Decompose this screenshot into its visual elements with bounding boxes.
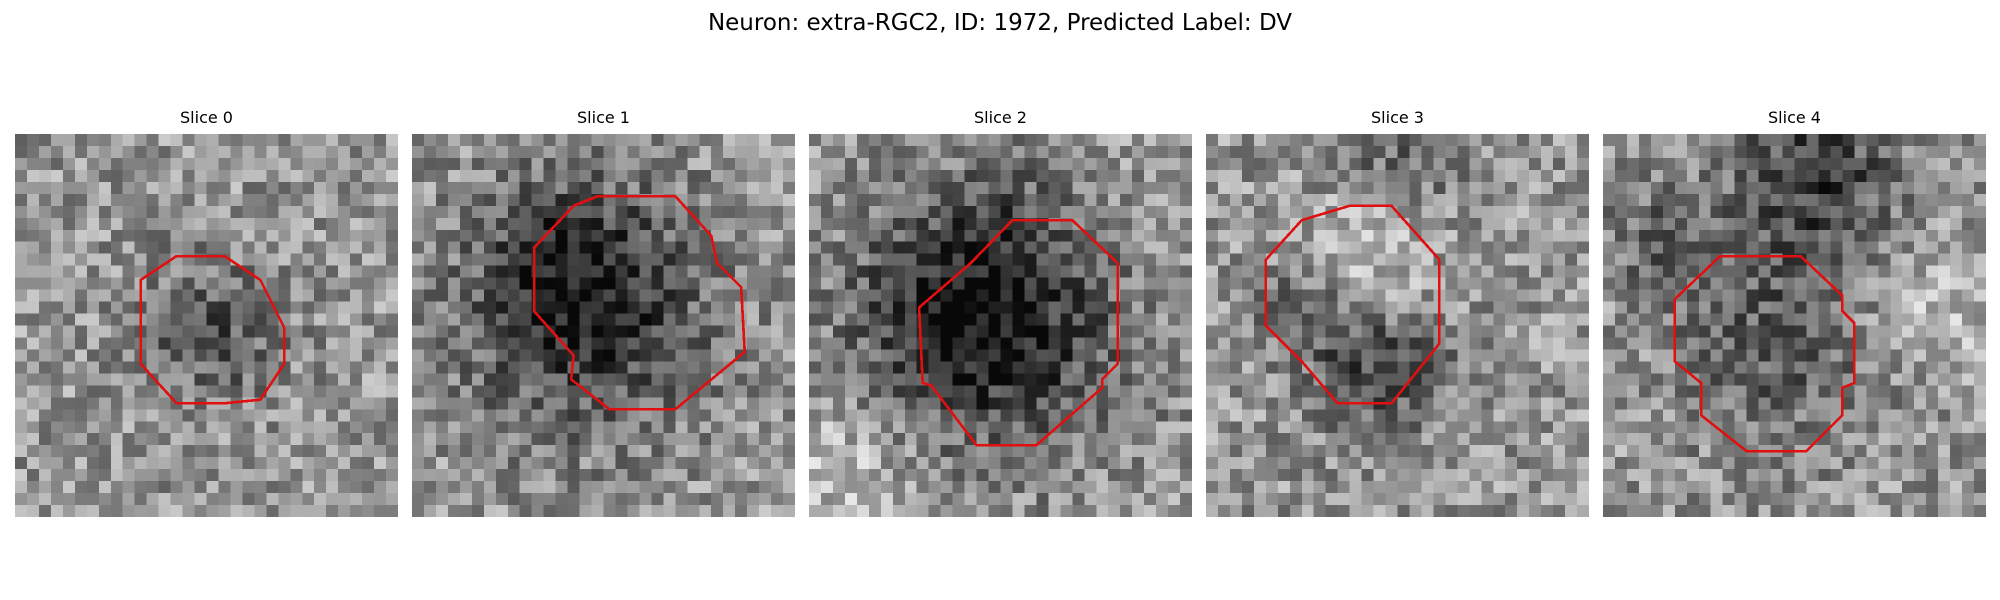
slice-pixels-3 [1206, 134, 1589, 517]
slice-pixels-1 [412, 134, 795, 517]
slice-pixels-4 [1603, 134, 1986, 517]
cell-outline-3 [1264, 204, 1441, 405]
slice-image-1 [412, 134, 795, 517]
slice-image-2 [809, 134, 1192, 517]
slice-title-1: Slice 1 [577, 108, 630, 127]
slice-panel-4: Slice 4 [1603, 108, 1986, 517]
slice-title-0: Slice 0 [180, 108, 233, 127]
slice-image-3 [1206, 134, 1589, 517]
slice-panel-0: Slice 0 [15, 108, 398, 517]
slice-panel-3: Slice 3 [1206, 108, 1589, 517]
cell-outline-2 [917, 218, 1120, 447]
cell-outline-1 [532, 194, 747, 411]
slice-panel-2: Slice 2 [809, 108, 1192, 517]
slice-pixels-0 [15, 134, 398, 517]
slice-title-3: Slice 3 [1371, 108, 1424, 127]
slice-panel-1: Slice 1 [412, 108, 795, 517]
slice-image-0 [15, 134, 398, 517]
slice-title-2: Slice 2 [974, 108, 1027, 127]
slice-image-4 [1603, 134, 1986, 517]
figure-title: Neuron: extra-RGC2, ID: 1972, Predicted … [707, 10, 1293, 36]
slice-pixels-2 [809, 134, 1192, 517]
cell-outline-4 [1673, 254, 1856, 453]
slice-title-4: Slice 4 [1768, 108, 1821, 127]
cell-outline-0 [139, 254, 286, 405]
